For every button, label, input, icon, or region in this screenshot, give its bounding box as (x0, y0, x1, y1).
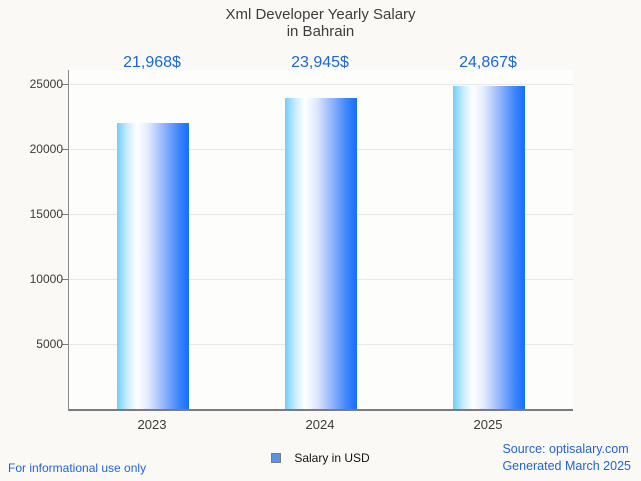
bar-value-label-2025: 24,867$ (459, 54, 517, 71)
bar-2024 (285, 97, 357, 409)
y-tick-mark-10000 (62, 279, 68, 280)
generated-line: Generated March 2025 (502, 459, 631, 473)
bar-value-label-2024: 23,945$ (291, 54, 349, 71)
x-tick-label-2024: 2024 (305, 417, 335, 432)
chart-title-line2: in Bahrain (286, 23, 355, 40)
y-tick-mark-15000 (62, 214, 68, 215)
bar-2023 (117, 123, 189, 409)
plot-area: 5000 10000 15000 20000 25000 (30, 70, 573, 411)
source-line: Source: optisalary.com (502, 442, 629, 456)
y-tick-mark-20000 (62, 149, 68, 150)
y-tick-label-20000: 20000 (29, 142, 63, 156)
chart-title: Xml Developer Yearly Salary in Bahrain (0, 6, 641, 40)
y-tick-label-25000: 25000 (29, 77, 63, 91)
y-tick-label-5000: 5000 (36, 337, 63, 351)
legend-label: Salary in USD (294, 451, 370, 465)
y-tick-mark-25000 (62, 84, 68, 85)
bar-2025 (453, 85, 525, 409)
legend-swatch-icon (271, 453, 282, 463)
gridline-25000 (69, 84, 573, 85)
x-tick-label-2025: 2025 (473, 417, 503, 432)
source-block: Source: optisalary.com Generated March 2… (502, 441, 631, 475)
x-tick-label-2023: 2023 (137, 417, 167, 432)
footer-note: For informational use only (8, 461, 147, 475)
y-tick-label-10000: 10000 (29, 272, 63, 286)
y-tick-label-15000: 15000 (29, 207, 63, 221)
chart-title-line1: Xml Developer Yearly Salary (225, 6, 416, 23)
bar-value-label-2023: 21,968$ (123, 54, 181, 71)
y-tick-mark-5000 (62, 344, 68, 345)
